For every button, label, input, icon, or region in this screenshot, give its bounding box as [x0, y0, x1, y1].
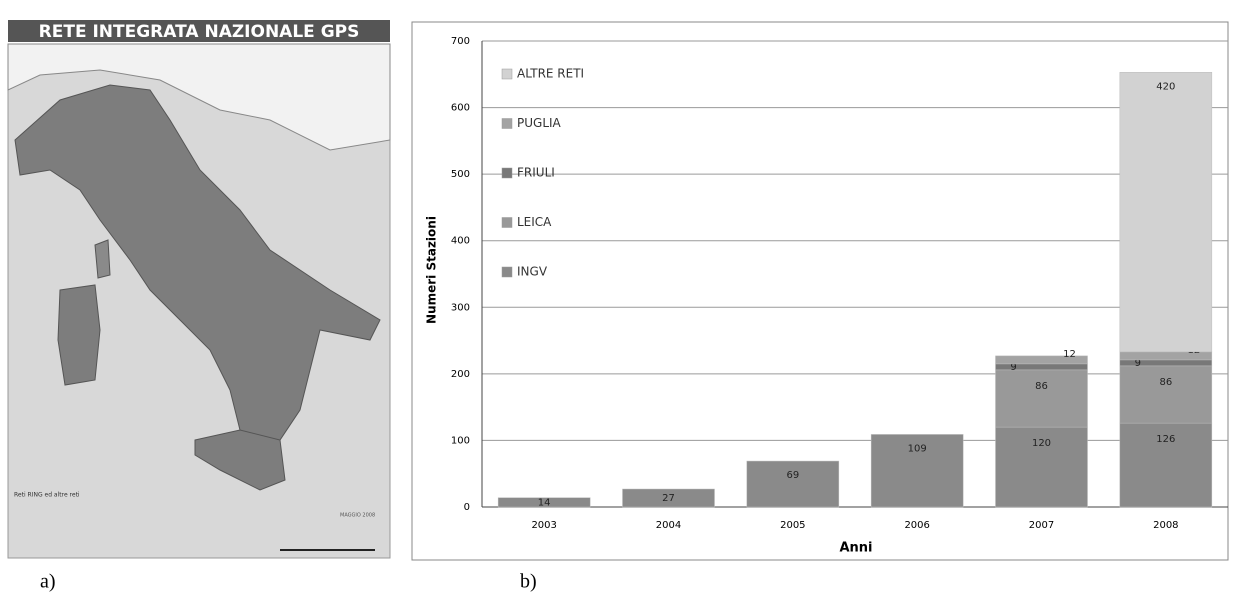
x-tick-label: 2008	[1153, 520, 1178, 531]
legend-label: PUGLIA	[517, 116, 562, 130]
map-sardinia	[58, 285, 100, 385]
y-tick-label: 400	[451, 236, 470, 247]
x-tick-label: 2004	[656, 520, 681, 531]
data-label: 27	[662, 493, 675, 504]
map-panel: RETE INTEGRATA NAZIONALE GPS Reti RING e…	[8, 20, 390, 558]
data-label: 420	[1156, 81, 1175, 92]
x-tick-label: 2005	[780, 520, 805, 531]
data-label: 86	[1035, 381, 1048, 392]
y-tick-label: 200	[451, 369, 470, 380]
y-tick-label: 100	[451, 435, 470, 446]
legend-label: FRIULI	[517, 166, 555, 180]
y-tick-label: 600	[451, 103, 470, 114]
map-date: MAGGIO 2008	[340, 513, 375, 519]
bar-segment	[1120, 360, 1212, 366]
x-axis-title: Anni	[839, 541, 872, 556]
y-tick-label: 300	[451, 302, 470, 313]
panel-label: b)	[520, 571, 537, 593]
bar-segment	[995, 364, 1087, 370]
legend-swatch	[502, 218, 512, 228]
legend-swatch	[502, 119, 512, 129]
data-label: 86	[1159, 377, 1172, 388]
bar-segment	[1120, 366, 1212, 423]
legend-label: ALTRE RETI	[517, 67, 584, 81]
x-tick-label: 2006	[904, 520, 929, 531]
bar-segment	[747, 461, 839, 507]
map-title: RETE INTEGRATA NAZIONALE GPS	[39, 22, 360, 42]
data-label: 120	[1032, 438, 1051, 449]
figure: RETE INTEGRATA NAZIONALE GPS Reti RING e…	[0, 0, 1234, 595]
legend-swatch	[502, 69, 512, 79]
y-tick-label: 0	[464, 502, 470, 513]
map-corsica	[95, 240, 110, 278]
panel-label: a)	[40, 571, 56, 593]
data-label: 109	[908, 443, 927, 454]
data-label: 12	[1063, 349, 1076, 360]
legend-swatch	[502, 168, 512, 178]
legend-swatch	[502, 267, 512, 277]
x-tick-label: 2007	[1029, 520, 1054, 531]
x-tick-label: 2003	[531, 520, 556, 531]
y-tick-label: 700	[451, 36, 470, 47]
bar-segment	[995, 370, 1087, 427]
map-legend-title: Reti RING ed altre reti	[14, 492, 80, 499]
data-label: 14	[538, 497, 551, 508]
data-label: 69	[786, 470, 799, 481]
legend-label: INGV	[517, 265, 548, 279]
legend-label: LEICA	[517, 215, 552, 229]
data-label: 126	[1156, 434, 1175, 445]
y-tick-label: 500	[451, 169, 470, 180]
bar-segment	[1120, 72, 1212, 352]
y-axis-title: Numeri Stazioni	[425, 216, 439, 324]
